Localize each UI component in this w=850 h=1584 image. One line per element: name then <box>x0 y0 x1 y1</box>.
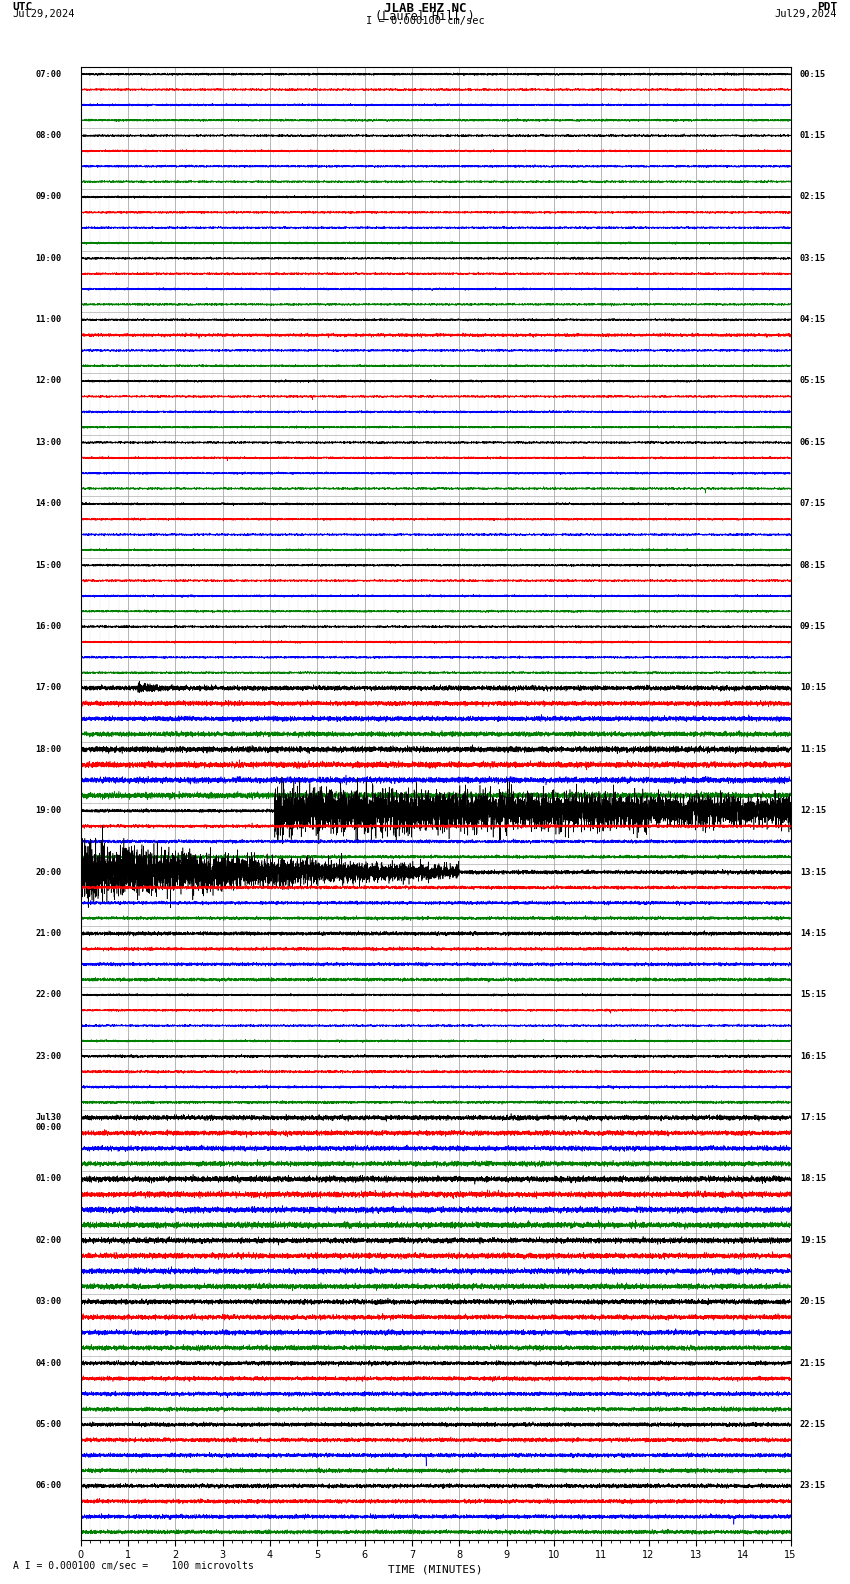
Text: 05:00: 05:00 <box>36 1419 62 1429</box>
Text: 14:00: 14:00 <box>36 499 62 508</box>
Text: 04:15: 04:15 <box>800 315 826 325</box>
Text: 08:15: 08:15 <box>800 561 826 570</box>
Text: 15:00: 15:00 <box>36 561 62 570</box>
Text: 23:00: 23:00 <box>36 1052 62 1061</box>
Text: 06:15: 06:15 <box>800 437 826 447</box>
Text: 02:00: 02:00 <box>36 1236 62 1245</box>
Text: 11:00: 11:00 <box>36 315 62 325</box>
Text: 20:00: 20:00 <box>36 868 62 876</box>
Text: 21:00: 21:00 <box>36 928 62 938</box>
Text: UTC: UTC <box>13 2 33 13</box>
Text: 16:15: 16:15 <box>800 1052 826 1061</box>
Text: 03:00: 03:00 <box>36 1297 62 1307</box>
Text: 18:00: 18:00 <box>36 744 62 754</box>
Text: 23:15: 23:15 <box>800 1481 826 1491</box>
Text: Jul29,2024: Jul29,2024 <box>13 10 76 19</box>
Text: 07:15: 07:15 <box>800 499 826 508</box>
Text: 06:00: 06:00 <box>36 1481 62 1491</box>
Text: 01:00: 01:00 <box>36 1174 62 1183</box>
Text: 11:15: 11:15 <box>800 744 826 754</box>
Text: 09:15: 09:15 <box>800 623 826 630</box>
Text: (Laurel Hill ): (Laurel Hill ) <box>375 10 475 22</box>
Text: 22:00: 22:00 <box>36 990 62 1000</box>
Text: 04:00: 04:00 <box>36 1359 62 1367</box>
Text: 13:15: 13:15 <box>800 868 826 876</box>
Text: 03:15: 03:15 <box>800 253 826 263</box>
Text: 21:15: 21:15 <box>800 1359 826 1367</box>
Text: 16:00: 16:00 <box>36 623 62 630</box>
Text: PDT: PDT <box>817 2 837 13</box>
Text: 02:15: 02:15 <box>800 192 826 201</box>
X-axis label: TIME (MINUTES): TIME (MINUTES) <box>388 1565 483 1574</box>
Text: 22:15: 22:15 <box>800 1419 826 1429</box>
Text: 20:15: 20:15 <box>800 1297 826 1307</box>
Text: 09:00: 09:00 <box>36 192 62 201</box>
Text: 14:15: 14:15 <box>800 928 826 938</box>
Text: 17:15: 17:15 <box>800 1114 826 1121</box>
Text: 10:00: 10:00 <box>36 253 62 263</box>
Text: Jul29,2024: Jul29,2024 <box>774 10 837 19</box>
Text: 10:15: 10:15 <box>800 683 826 692</box>
Text: 19:15: 19:15 <box>800 1236 826 1245</box>
Text: 13:00: 13:00 <box>36 437 62 447</box>
Text: JLAB EHZ NC: JLAB EHZ NC <box>383 2 467 16</box>
Text: 00:15: 00:15 <box>800 70 826 79</box>
Text: 15:15: 15:15 <box>800 990 826 1000</box>
Text: 08:00: 08:00 <box>36 131 62 139</box>
Text: I = 0.000100 cm/sec: I = 0.000100 cm/sec <box>366 16 484 25</box>
Text: Jul30
00:00: Jul30 00:00 <box>36 1114 62 1133</box>
Text: 18:15: 18:15 <box>800 1174 826 1183</box>
Text: 19:00: 19:00 <box>36 806 62 816</box>
Text: 01:15: 01:15 <box>800 131 826 139</box>
Text: A I = 0.000100 cm/sec =    100 microvolts: A I = 0.000100 cm/sec = 100 microvolts <box>13 1562 253 1571</box>
Text: 12:15: 12:15 <box>800 806 826 816</box>
Text: 07:00: 07:00 <box>36 70 62 79</box>
Text: 17:00: 17:00 <box>36 683 62 692</box>
Text: 12:00: 12:00 <box>36 377 62 385</box>
Text: 05:15: 05:15 <box>800 377 826 385</box>
